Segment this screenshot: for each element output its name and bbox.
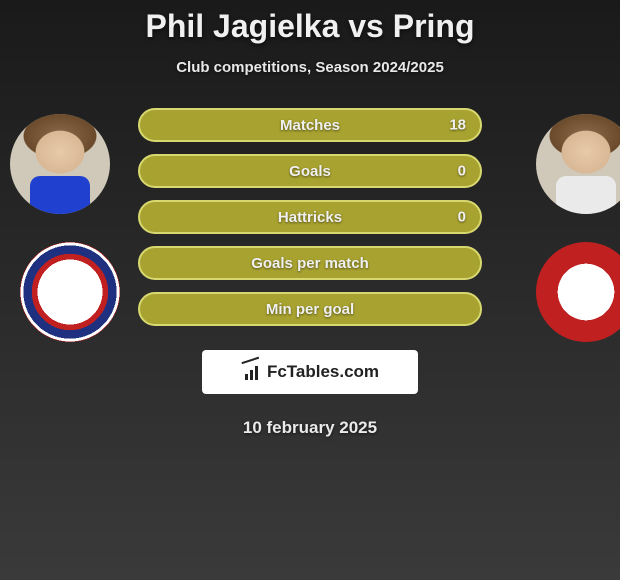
comparison-date: 10 february 2025 <box>0 418 620 438</box>
stat-row: Goals per match <box>138 246 482 280</box>
comparison-title: Phil Jagielka vs Pring <box>0 8 620 45</box>
stat-label: Min per goal <box>266 301 354 318</box>
club-crest-icon <box>20 242 120 342</box>
player-left-avatar <box>10 114 110 214</box>
stat-label: Goals <box>289 163 331 180</box>
stat-value-right: 18 <box>449 117 466 134</box>
stat-row: Min per goal <box>138 292 482 326</box>
player-head-icon <box>536 114 620 214</box>
stat-row: Matches 18 <box>138 108 482 142</box>
club-right-badge <box>536 242 620 342</box>
stat-label: Matches <box>280 117 340 134</box>
club-crest-icon <box>536 242 620 342</box>
brand-badge: FcTables.com <box>202 350 418 394</box>
stats-area: Matches 18 Goals 0 Hattricks 0 Goals per… <box>0 108 620 348</box>
stat-row: Hattricks 0 <box>138 200 482 234</box>
stat-value-right: 0 <box>458 209 466 226</box>
stat-label: Hattricks <box>278 209 342 226</box>
comparison-subtitle: Club competitions, Season 2024/2025 <box>0 59 620 76</box>
player-right-avatar <box>536 114 620 214</box>
stat-value-right: 0 <box>458 163 466 180</box>
club-left-badge <box>20 242 120 342</box>
stat-label: Goals per match <box>251 255 369 272</box>
bar-chart-icon <box>241 364 261 380</box>
stat-row: Goals 0 <box>138 154 482 188</box>
brand-text: FcTables.com <box>267 362 379 382</box>
stat-rows: Matches 18 Goals 0 Hattricks 0 Goals per… <box>138 108 482 338</box>
player-head-icon <box>10 114 110 214</box>
